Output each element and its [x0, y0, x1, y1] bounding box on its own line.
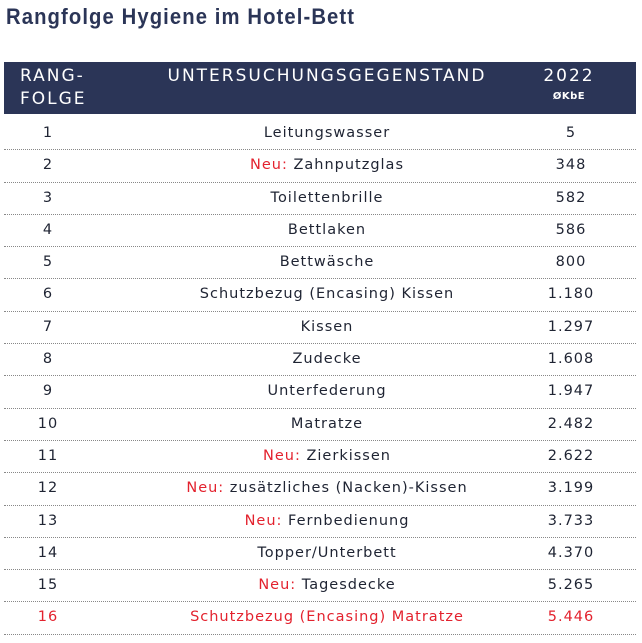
table-row: 16 Schutzbezug (Encasing) Matratze 5.446 — [4, 602, 636, 635]
item-cell: Matratze — [104, 416, 550, 432]
item-cell: Schutzbezug (Encasing) Matratze — [104, 609, 550, 625]
table-row: 15 Neu: Tagesdecke 5.265 — [4, 570, 636, 603]
value-cell: 1.297 — [547, 318, 595, 335]
item-cell: Topper/Unterbett — [104, 545, 550, 561]
item-name: Bettwäsche — [279, 254, 375, 271]
header-year: 2022 — [543, 66, 595, 86]
value-cell: 800 — [555, 254, 587, 271]
value-cell: 3.199 — [547, 480, 595, 497]
table-body: 1 Leitungswasser 5 2 Neu: Zahnputzglas 348 3 To… — [4, 118, 636, 635]
value-cell: 586 — [555, 221, 587, 238]
item-cell: Kissen — [104, 319, 550, 335]
table-row: 4 Bettlaken 586 — [4, 215, 636, 248]
table-header: RANG- FOLGE UNTERSUCHUNGSGEGENSTAND 2022… — [4, 62, 636, 114]
item-name: Schutzbezug (Encasing) Kissen — [199, 286, 455, 303]
value-cell: 1.947 — [547, 383, 595, 400]
table-row: 9 Unterfederung 1.947 — [4, 376, 636, 409]
item-name: Matratze — [290, 415, 364, 432]
rank-cell: 11 — [37, 447, 59, 464]
rank-cell: 2 — [42, 157, 54, 174]
table-row: 14 Topper/Unterbett 4.370 — [4, 538, 636, 571]
rank-cell: 16 — [37, 609, 59, 626]
value-cell: 5.265 — [547, 577, 595, 594]
item-cell: Neu: Zierkissen — [104, 448, 550, 464]
item-cell: Neu: Zahnputzglas — [104, 157, 550, 173]
table-row: 5 Bettwäsche 800 — [4, 247, 636, 280]
item-name: Tagesdecke — [301, 577, 396, 594]
item-cell: Leitungswasser — [104, 125, 550, 141]
item-name: Toilettenbrille — [270, 189, 384, 206]
item-name: Unterfederung — [267, 383, 387, 400]
table-row: 12 Neu: zusätzliches (Nacken)-Kissen 3.199 — [4, 473, 636, 506]
header-rank: RANG- FOLGE — [20, 65, 87, 111]
table-row: 7 Kissen 1.297 — [4, 312, 636, 345]
rank-cell: 4 — [42, 221, 54, 238]
item-name: Zahnputzglas — [293, 157, 404, 174]
item-cell: Bettwäsche — [104, 254, 550, 270]
item-cell: Neu: Tagesdecke — [104, 577, 550, 593]
item-cell: Unterfederung — [104, 383, 550, 399]
new-badge: Neu: — [258, 577, 297, 594]
item-name: Zierkissen — [306, 447, 391, 464]
header-rank-line2: FOLGE — [20, 89, 87, 109]
rank-cell: 8 — [42, 351, 54, 368]
value-cell: 5 — [565, 125, 577, 141]
value-cell: 4.370 — [547, 544, 595, 561]
value-cell: 5.446 — [547, 609, 595, 626]
table-row: 3 Toilettenbrille 582 — [4, 183, 636, 215]
item-name: Schutzbezug (Encasing) Matratze — [190, 609, 464, 626]
item-name: Kissen — [300, 318, 354, 335]
item-cell: Bettlaken — [104, 222, 550, 238]
header-rank-line1: RANG- — [20, 66, 85, 86]
rank-cell: 14 — [37, 544, 59, 561]
item-cell: Zudecke — [104, 351, 550, 367]
item-cell: Schutzbezug (Encasing) Kissen — [104, 286, 550, 302]
new-badge: Neu: — [244, 512, 283, 529]
rank-cell: 5 — [42, 254, 54, 271]
rank-cell: 6 — [42, 286, 54, 303]
new-badge: Neu: — [249, 157, 288, 174]
item-name: Zudecke — [292, 351, 362, 368]
page-title: Rangfolge Hygiene im Hotel-Bett — [6, 4, 356, 29]
table-row: 6 Schutzbezug (Encasing) Kissen 1.180 — [4, 279, 636, 312]
rank-cell: 12 — [37, 480, 59, 497]
item-name: Fernbedienung — [288, 512, 410, 529]
rank-cell: 13 — [37, 512, 59, 529]
value-cell: 348 — [555, 157, 587, 174]
item-cell: Neu: zusätzliches (Nacken)-Kissen — [104, 480, 550, 496]
value-cell: 2.622 — [547, 447, 595, 464]
value-cell: 1.608 — [547, 351, 595, 368]
rank-cell: 15 — [37, 577, 59, 594]
header-item: UNTERSUCHUNGSGEGENSTAND — [167, 66, 487, 86]
table-row: 13 Neu: Fernbedienung 3.733 — [4, 506, 636, 538]
item-name: Bettlaken — [287, 221, 367, 238]
table-row: 10 Matratze 2.482 — [4, 409, 636, 441]
rank-cell: 7 — [42, 318, 54, 335]
value-cell: 3.733 — [547, 512, 595, 529]
value-cell: 582 — [555, 189, 587, 206]
table-row: 11 Neu: Zierkissen 2.622 — [4, 441, 636, 474]
table-row: 1 Leitungswasser 5 — [4, 118, 636, 151]
rank-cell: 3 — [42, 189, 54, 206]
rank-cell: 10 — [37, 415, 59, 432]
rank-cell: 9 — [42, 383, 54, 400]
header-unit: ØKbE — [552, 91, 586, 102]
item-name: Topper/Unterbett — [257, 544, 397, 561]
rank-cell: 1 — [42, 125, 54, 141]
value-cell: 1.180 — [547, 286, 595, 303]
new-badge: Neu: — [186, 480, 225, 497]
item-name: Leitungswasser — [263, 125, 391, 141]
item-name: zusätzliches (Nacken)-Kissen — [229, 480, 468, 497]
item-cell: Neu: Fernbedienung — [104, 513, 550, 529]
item-cell: Toilettenbrille — [104, 190, 550, 206]
new-badge: Neu: — [263, 447, 301, 464]
value-cell: 2.482 — [547, 415, 595, 432]
table-row: 2 Neu: Zahnputzglas 348 — [4, 150, 636, 183]
table-row: 8 Zudecke 1.608 — [4, 344, 636, 377]
